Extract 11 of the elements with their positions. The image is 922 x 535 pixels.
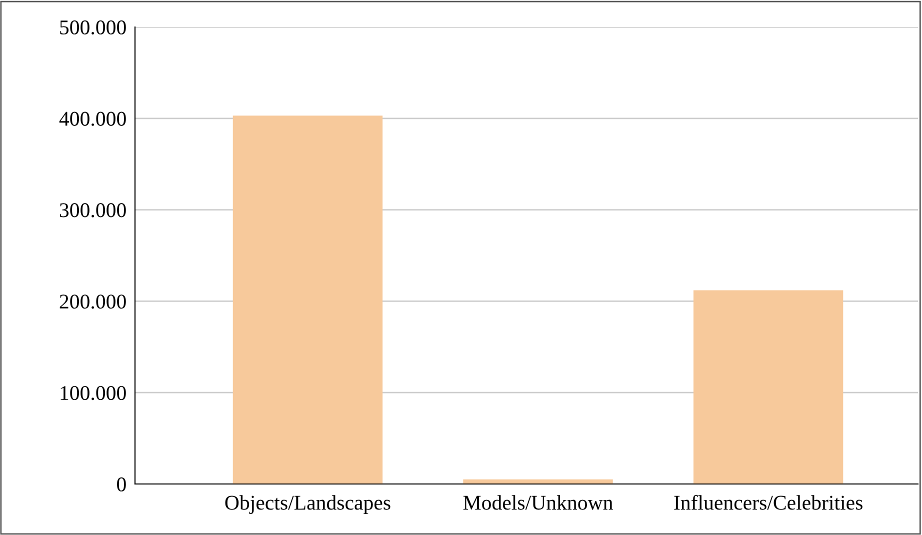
x-tick-label: Models/Unknown: [463, 495, 613, 510]
y-tick-label: 100.000: [60, 386, 126, 400]
y-tick-label: 500.000: [60, 20, 126, 35]
bar: [232, 116, 383, 484]
y-tick-label: 400.000: [59, 112, 126, 126]
bar: [693, 290, 844, 484]
x-tick-label: Objects/Landscapes: [225, 495, 390, 514]
y-tick-label: 200.000: [60, 294, 126, 309]
y-tick-label: 300.000: [60, 203, 126, 218]
y-tick-label: 0: [117, 477, 126, 492]
x-tick-label: Influencers/Celebrities: [674, 494, 862, 510]
